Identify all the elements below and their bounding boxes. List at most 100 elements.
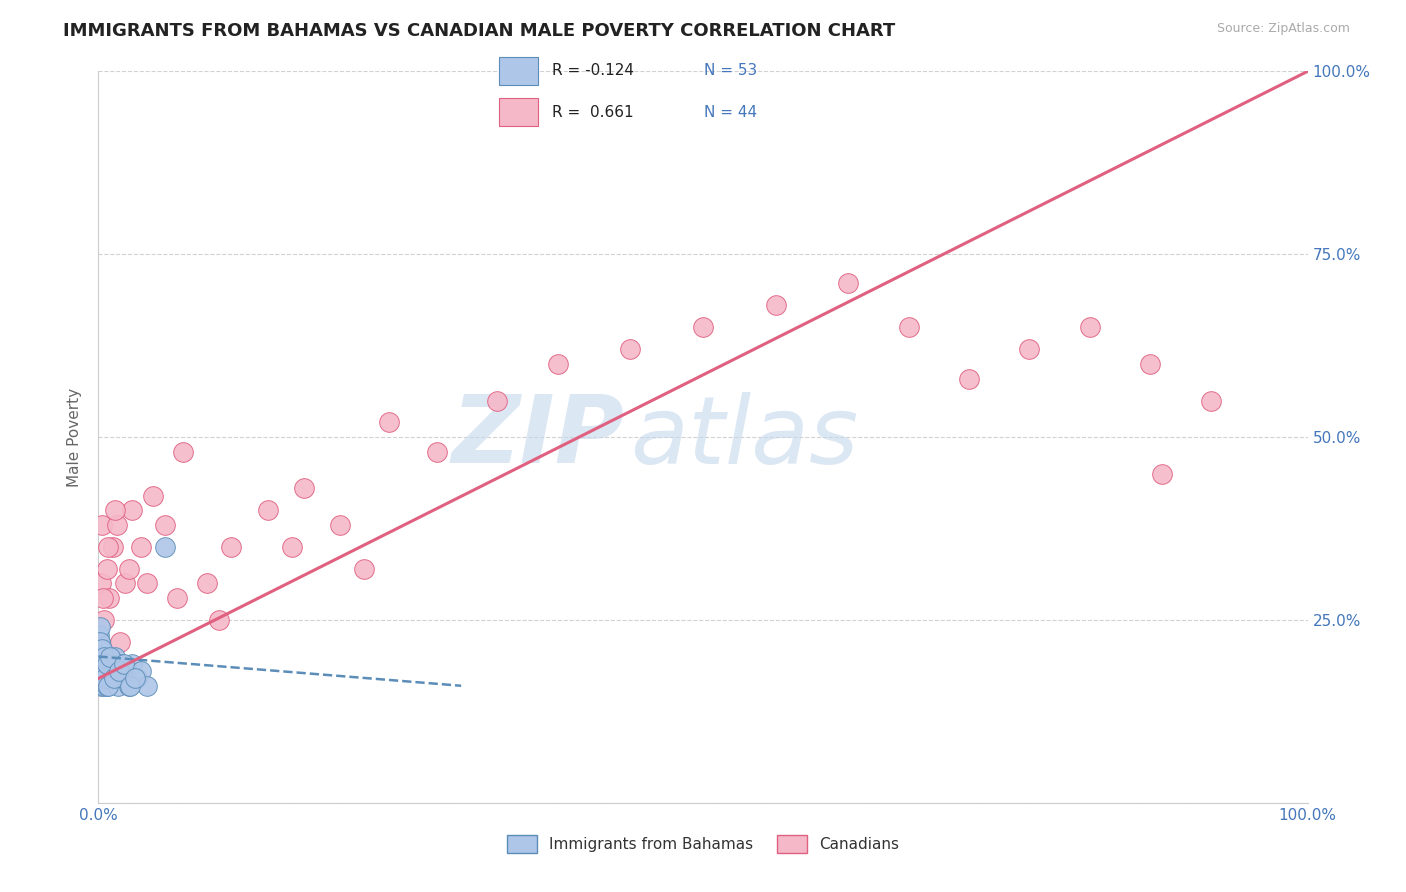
Point	[129, 664, 152, 678]
Point	[103, 672, 125, 686]
Point	[90, 679, 112, 693]
Point	[91, 517, 114, 532]
Point	[153, 540, 176, 554]
Point	[1018, 343, 1040, 357]
Point	[91, 591, 114, 605]
Point	[89, 635, 111, 649]
Point	[1139, 357, 1161, 371]
Point	[91, 664, 114, 678]
Point	[93, 679, 115, 693]
Point	[90, 642, 112, 657]
Point	[90, 576, 112, 591]
Point	[172, 444, 194, 458]
Point	[96, 657, 118, 671]
Point	[111, 672, 134, 686]
Text: IMMIGRANTS FROM BAHAMAS VS CANADIAN MALE POVERTY CORRELATION CHART: IMMIGRANTS FROM BAHAMAS VS CANADIAN MALE…	[63, 22, 896, 40]
Point	[87, 635, 110, 649]
Point	[121, 657, 143, 671]
Point	[292, 481, 315, 495]
Point	[486, 393, 509, 408]
Point	[166, 591, 188, 605]
Point	[91, 672, 114, 686]
Point	[108, 635, 131, 649]
Point	[87, 664, 110, 678]
Point	[107, 679, 129, 693]
Point	[377, 416, 399, 430]
Point	[89, 649, 111, 664]
Point	[108, 664, 131, 678]
Point	[98, 672, 121, 686]
Point	[221, 540, 243, 554]
Point	[118, 679, 141, 693]
Text: ZIP: ZIP	[451, 391, 624, 483]
Legend: Immigrants from Bahamas, Canadians: Immigrants from Bahamas, Canadians	[499, 827, 907, 861]
Point	[1152, 467, 1174, 481]
Point	[93, 613, 115, 627]
Point	[547, 357, 569, 371]
Text: R =  0.661: R = 0.661	[551, 104, 633, 120]
Point	[1078, 320, 1101, 334]
Point	[281, 540, 304, 554]
Point	[89, 649, 111, 664]
Point	[256, 503, 278, 517]
Point	[127, 672, 149, 686]
Point	[114, 664, 136, 678]
Text: N = 53: N = 53	[703, 63, 756, 78]
Point	[97, 649, 120, 664]
Point	[97, 679, 120, 693]
Point	[195, 576, 218, 591]
Point	[90, 642, 112, 657]
Point	[121, 503, 143, 517]
Point	[135, 679, 157, 693]
Point	[89, 642, 111, 657]
Text: R = -0.124: R = -0.124	[551, 63, 634, 78]
Point	[98, 591, 121, 605]
Point	[90, 649, 112, 664]
Point	[98, 649, 121, 664]
Point	[89, 672, 111, 686]
Point	[129, 540, 152, 554]
Text: Source: ZipAtlas.com: Source: ZipAtlas.com	[1216, 22, 1350, 36]
Point	[104, 649, 127, 664]
Point	[142, 489, 165, 503]
Point	[101, 540, 124, 554]
Point	[89, 657, 111, 671]
Text: N = 44: N = 44	[703, 104, 756, 120]
Point	[124, 672, 146, 686]
Bar	[499, 98, 538, 126]
Point	[104, 503, 127, 517]
Point	[89, 649, 111, 664]
Point	[93, 649, 115, 664]
Point	[329, 517, 352, 532]
Text: atlas: atlas	[630, 392, 859, 483]
Point	[94, 672, 117, 686]
Point	[94, 672, 117, 686]
Point	[619, 343, 641, 357]
Point	[208, 613, 231, 627]
Point	[765, 298, 787, 312]
Point	[96, 657, 118, 671]
Point	[93, 672, 115, 686]
Point	[94, 664, 117, 678]
Point	[957, 371, 980, 385]
Point	[837, 277, 859, 291]
Point	[105, 517, 128, 532]
Point	[91, 657, 114, 671]
Point	[89, 620, 111, 634]
Point	[153, 517, 176, 532]
Point	[118, 679, 141, 693]
Y-axis label: Male Poverty: Male Poverty	[67, 387, 83, 487]
Point	[89, 635, 111, 649]
Point	[101, 672, 124, 686]
Point	[100, 664, 122, 678]
Point	[108, 657, 131, 671]
Point	[100, 657, 122, 671]
Point	[112, 657, 135, 671]
Point	[96, 562, 118, 576]
Point	[692, 320, 714, 334]
Point	[114, 576, 136, 591]
Point	[426, 444, 449, 458]
Point	[90, 657, 112, 671]
Point	[89, 627, 111, 641]
Point	[91, 664, 114, 678]
